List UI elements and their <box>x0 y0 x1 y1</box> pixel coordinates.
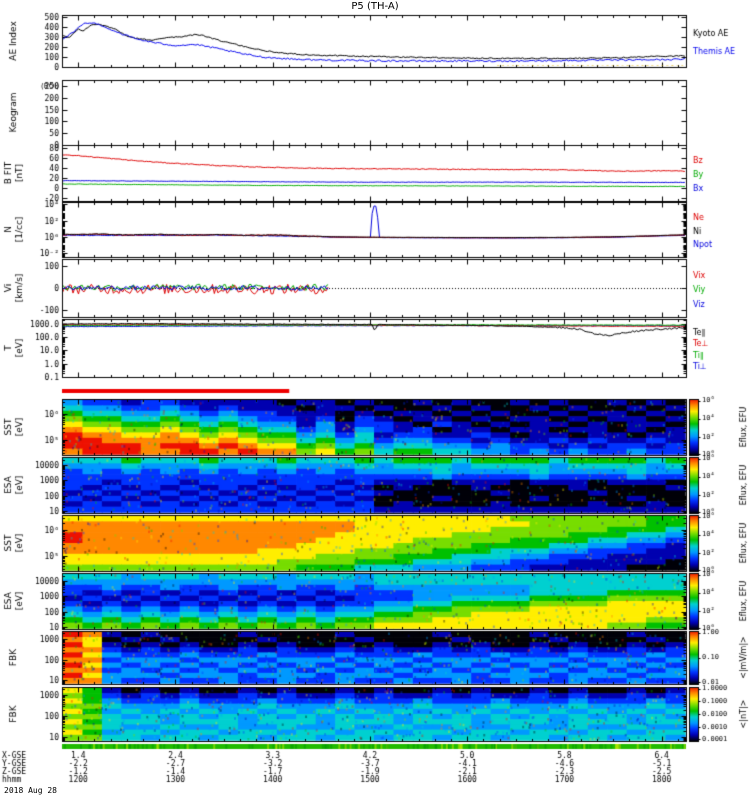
page-title: P5 (TH-A) <box>351 1 399 12</box>
date-label: 2018 Aug 28 <box>4 786 57 795</box>
